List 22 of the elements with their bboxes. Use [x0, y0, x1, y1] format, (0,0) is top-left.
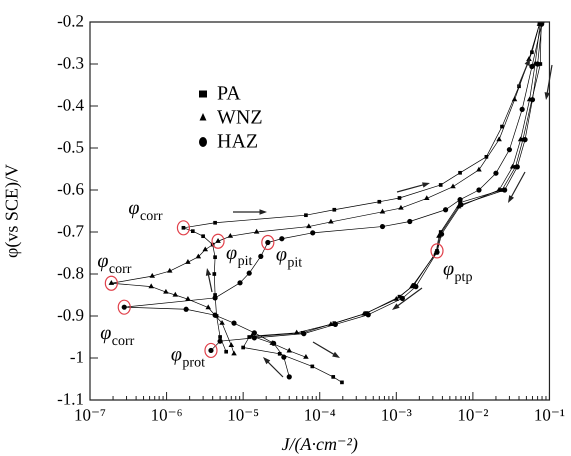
y-tick-label: -0.6	[57, 179, 84, 198]
y-tick-label: -0.7	[57, 221, 84, 240]
y-tick-label: -0.4	[57, 95, 84, 114]
y-tick-label: -0.3	[57, 53, 84, 72]
x-tick-label: 10⁻²	[457, 406, 488, 425]
y-tick-label: -1	[70, 347, 84, 366]
legend-label: PA	[217, 82, 242, 104]
legend-label: WNZ	[217, 106, 263, 128]
x-tick-label: 10⁻⁵	[227, 406, 260, 425]
y-tick-label: -0.5	[57, 137, 84, 156]
y-tick-label: -0.2	[57, 11, 84, 30]
x-axis-title: J/(A·cm⁻²)	[282, 434, 358, 454]
x-tick-label: 10⁻⁷	[74, 406, 106, 425]
y-tick-label: -1.1	[57, 389, 84, 408]
y-tick-label: -0.9	[57, 305, 84, 324]
x-tick-label: 10⁻³	[380, 406, 412, 425]
y-tick-label: -0.8	[57, 263, 84, 282]
y-axis-title: φ(vs SCE)/V	[2, 164, 22, 258]
x-tick-label: 10⁻⁴	[304, 406, 336, 425]
x-tick-label: 10⁻¹	[534, 406, 566, 425]
legend-label: HAZ	[217, 130, 258, 152]
x-tick-label: 10⁻⁶	[150, 406, 183, 425]
